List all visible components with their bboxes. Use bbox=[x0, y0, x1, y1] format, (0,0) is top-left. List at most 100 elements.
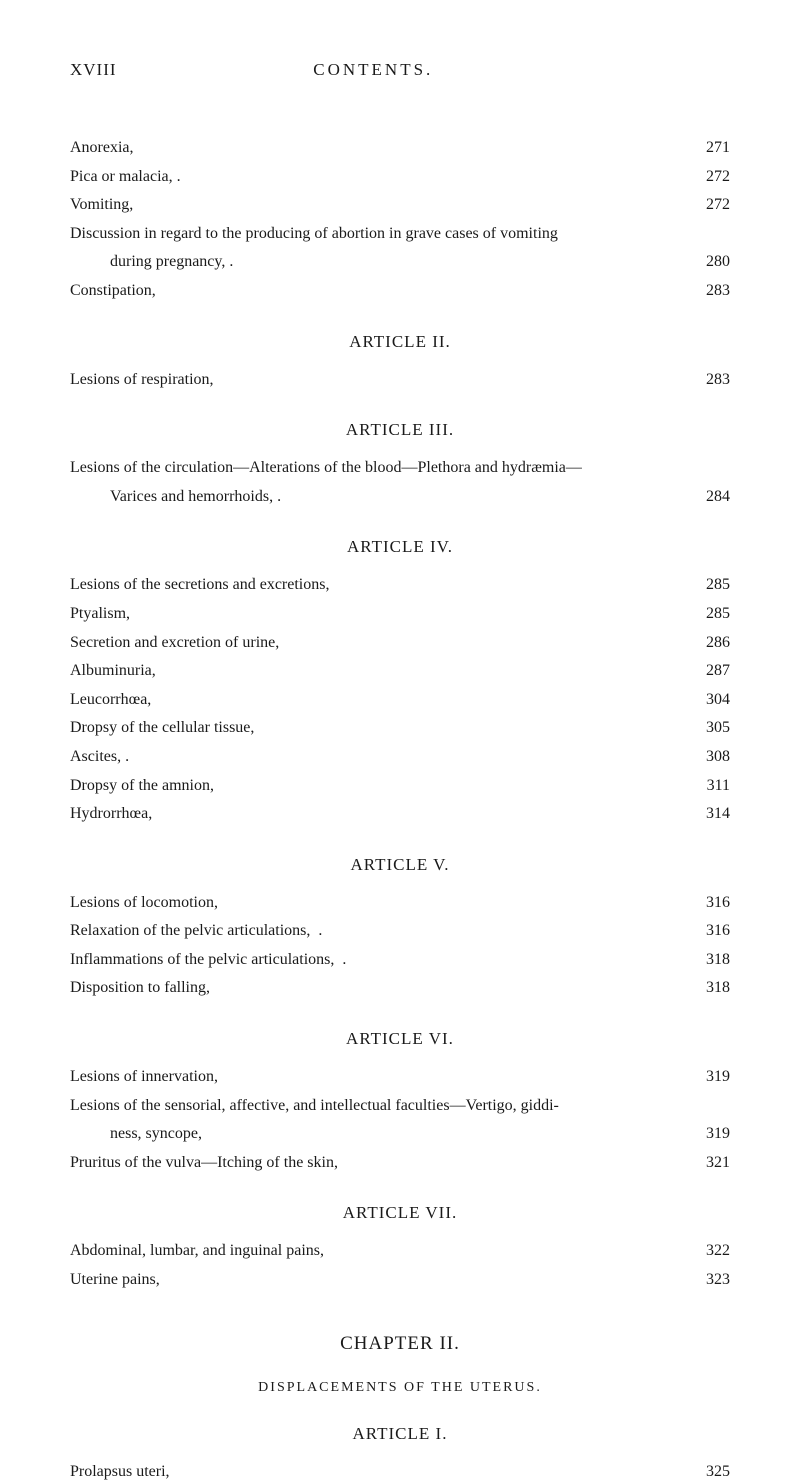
toc-entry-page: 316 bbox=[680, 918, 730, 944]
toc-entry-page: 322 bbox=[680, 1238, 730, 1264]
toc-entry-label: Varices and hemorrhoids, . bbox=[110, 484, 281, 510]
toc-entry-page: 272 bbox=[680, 164, 730, 190]
toc-entry: Discussion in regard to the producing of… bbox=[70, 221, 730, 247]
toc-entry: Lesions of respiration, 283 bbox=[70, 367, 730, 393]
article-5-heading: ARTICLE V. bbox=[70, 855, 730, 875]
toc-entry-label: Leucorrhœa, bbox=[70, 687, 151, 713]
header-spacer bbox=[690, 60, 730, 80]
toc-entry-page: 318 bbox=[680, 975, 730, 1001]
toc-entry: Lesions of the secretions and excretions… bbox=[70, 572, 730, 598]
toc-entry: Pica or malacia, . 272 bbox=[70, 164, 730, 190]
toc-entry-label: Secretion and excretion of urine, bbox=[70, 630, 279, 656]
toc-entry-label: Lesions of the secretions and excretions… bbox=[70, 572, 329, 598]
toc-entry-label: Inflammations of the pelvic articulation… bbox=[70, 947, 346, 973]
toc-entry: Hydrorrhœa, 314 bbox=[70, 801, 730, 827]
toc-entry-page: 321 bbox=[680, 1150, 730, 1176]
toc-entry: Ascites, . 308 bbox=[70, 744, 730, 770]
toc-entry: Secretion and excretion of urine, 286 bbox=[70, 630, 730, 656]
toc-entry-label: Dropsy of the cellular tissue, bbox=[70, 715, 254, 741]
toc-entry-label: Hydrorrhœa, bbox=[70, 801, 152, 827]
article-4-entries: Lesions of the secretions and excretions… bbox=[70, 572, 730, 826]
article-2-entries: Lesions of respiration, 283 bbox=[70, 367, 730, 393]
toc-entry: Constipation, 283 bbox=[70, 278, 730, 304]
toc-entry-page: 323 bbox=[680, 1267, 730, 1293]
article-7-heading: ARTICLE VII. bbox=[70, 1203, 730, 1223]
article-6-heading: ARTICLE VI. bbox=[70, 1029, 730, 1049]
toc-entry-page: 285 bbox=[680, 601, 730, 627]
article-3-heading: ARTICLE III. bbox=[70, 420, 730, 440]
toc-entry-label: Constipation, bbox=[70, 278, 156, 304]
chapter-2-subtitle: DISPLACEMENTS OF THE UTERUS. bbox=[70, 1380, 730, 1396]
toc-entry: Albuminuria, 287 bbox=[70, 658, 730, 684]
page-number-roman: XVIII bbox=[70, 60, 117, 80]
toc-entry: Vomiting, 272 bbox=[70, 192, 730, 218]
toc-entry-label: Prolapsus uteri, bbox=[70, 1459, 170, 1484]
toc-entry-page: 314 bbox=[680, 801, 730, 827]
toc-entry-label: Ptyalism, bbox=[70, 601, 130, 627]
toc-entry-label: Ascites, . bbox=[70, 744, 129, 770]
toc-entry: Uterine pains, 323 bbox=[70, 1267, 730, 1293]
toc-entry-page: 311 bbox=[680, 773, 730, 799]
toc-entry-label: Pruritus of the vulva—Itching of the ski… bbox=[70, 1150, 338, 1176]
toc-entry-label: Abdominal, lumbar, and inguinal pains, bbox=[70, 1238, 324, 1264]
toc-entry-label: during pregnancy, . bbox=[110, 249, 233, 275]
toc-entry-label: Anorexia, bbox=[70, 135, 134, 161]
toc-entry-page: 305 bbox=[680, 715, 730, 741]
toc-entry-label: Lesions of locomotion, bbox=[70, 890, 218, 916]
toc-entry-page: 286 bbox=[680, 630, 730, 656]
toc-entry: Dropsy of the cellular tissue, 305 bbox=[70, 715, 730, 741]
toc-entry-label: Dropsy of the amnion, bbox=[70, 773, 214, 799]
toc-entry-page: 308 bbox=[680, 744, 730, 770]
toc-entry: ness, syncope, 319 bbox=[70, 1121, 730, 1147]
toc-entry: Lesions of innervation, 319 bbox=[70, 1064, 730, 1090]
toc-entry-label: Lesions of the sensorial, affective, and… bbox=[70, 1093, 559, 1119]
toc-entry-label: Discussion in regard to the producing of… bbox=[70, 221, 558, 247]
toc-entry-label: Disposition to falling, bbox=[70, 975, 210, 1001]
toc-entry-page: 316 bbox=[680, 890, 730, 916]
toc-entry-page: 319 bbox=[680, 1064, 730, 1090]
toc-entry-page: 318 bbox=[680, 947, 730, 973]
toc-entry-label: Relaxation of the pelvic articulations, … bbox=[70, 918, 322, 944]
toc-entry-page: 280 bbox=[680, 249, 730, 275]
toc-entry-label: Lesions of innervation, bbox=[70, 1064, 218, 1090]
article-6-entries: Lesions of innervation, 319 Lesions of the… bbox=[70, 1064, 730, 1175]
toc-entry: Prolapsus uteri, 325 bbox=[70, 1459, 730, 1484]
toc-entry: Abdominal, lumbar, and inguinal pains, 32… bbox=[70, 1238, 730, 1264]
toc-entry-label: ness, syncope, bbox=[110, 1121, 202, 1147]
chapter-2-heading: CHAPTER II. bbox=[70, 1333, 730, 1355]
toc-entry: Relaxation of the pelvic articulations, … bbox=[70, 918, 730, 944]
article-1b-entries: Prolapsus uteri, 325 bbox=[70, 1459, 730, 1484]
toc-entry-label: Uterine pains, bbox=[70, 1267, 160, 1293]
block-initial: Anorexia,271Pica or malacia, .272Vomitin… bbox=[70, 135, 730, 304]
article-7-entries: Abdominal, lumbar, and inguinal pains, 32… bbox=[70, 1238, 730, 1292]
article-3-prose: Lesions of the circulation—Alterations o… bbox=[70, 455, 730, 481]
contents-title: CONTENTS. bbox=[313, 60, 433, 80]
toc-entry-page: 283 bbox=[680, 367, 730, 393]
toc-entry-page: 287 bbox=[680, 658, 730, 684]
article-5-entries: Lesions of locomotion, 316 Relaxation of t… bbox=[70, 890, 730, 1001]
toc-entry-page: 304 bbox=[680, 687, 730, 713]
toc-entry-page: 271 bbox=[680, 135, 730, 161]
toc-entry: Disposition to falling, 318 bbox=[70, 975, 730, 1001]
toc-entry: Inflammations of the pelvic articulation… bbox=[70, 947, 730, 973]
toc-entry-page: 283 bbox=[680, 278, 730, 304]
toc-entry: Pruritus of the vulva—Itching of the ski… bbox=[70, 1150, 730, 1176]
article-2-heading: ARTICLE II. bbox=[70, 332, 730, 352]
toc-entry-page: 319 bbox=[680, 1121, 730, 1147]
toc-entry: Lesions of the sensorial, affective, and… bbox=[70, 1093, 730, 1119]
article-1b-heading: ARTICLE I. bbox=[70, 1424, 730, 1444]
toc-entry: during pregnancy, . 280 bbox=[70, 249, 730, 275]
toc-entry-label: Pica or malacia, . bbox=[70, 164, 181, 190]
page-header: XVIII CONTENTS. bbox=[70, 60, 730, 80]
article-3-entries: Varices and hemorrhoids, . 284 bbox=[70, 484, 730, 510]
toc-entry-page: 284 bbox=[680, 484, 730, 510]
toc-entry-page: 325 bbox=[680, 1459, 730, 1484]
toc-entry-label: Vomiting, bbox=[70, 192, 133, 218]
toc-entry-label: Albuminuria, bbox=[70, 658, 156, 684]
toc-entry: Leucorrhœa, 304 bbox=[70, 687, 730, 713]
toc-entry-label: Lesions of respiration, bbox=[70, 367, 214, 393]
toc-entry-page: 272 bbox=[680, 192, 730, 218]
article-4-heading: ARTICLE IV. bbox=[70, 537, 730, 557]
toc-entry: Ptyalism, 285 bbox=[70, 601, 730, 627]
toc-entry: Lesions of locomotion, 316 bbox=[70, 890, 730, 916]
